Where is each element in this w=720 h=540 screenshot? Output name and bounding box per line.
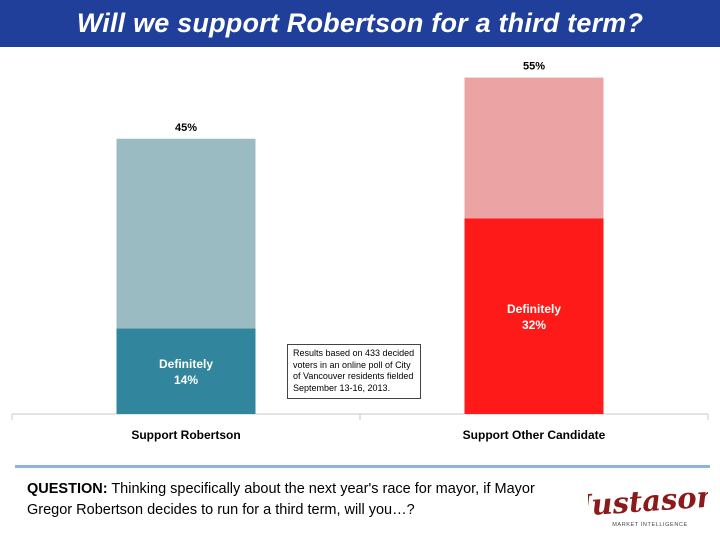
question-line-2: Gregor Robertson decides to run for a th… bbox=[27, 502, 415, 518]
bar-segment bbox=[116, 328, 256, 414]
page-title: Will we support Robertson for a third te… bbox=[76, 8, 644, 38]
question-text: QUESTION: Thinking specifically about th… bbox=[27, 479, 587, 521]
note-line: voters in an online poll of City bbox=[293, 359, 411, 370]
note-line: of Vancouver residents fielded bbox=[293, 371, 414, 381]
bar-segment bbox=[464, 218, 604, 414]
category-label: Support Other Candidate bbox=[463, 428, 606, 442]
total-label: 45% bbox=[175, 122, 197, 134]
note-line: Results based on 433 decided bbox=[293, 348, 415, 358]
segment-value-label: 32% bbox=[522, 318, 546, 332]
segment-label: Definitely bbox=[159, 357, 213, 371]
logo-wordmark: Justason bbox=[588, 479, 708, 523]
justason-logo: Justason MARKET INTELLIGENCE bbox=[588, 479, 708, 528]
bar-segment bbox=[116, 138, 256, 329]
bar-segment bbox=[464, 77, 604, 219]
logo-tagline: MARKET INTELLIGENCE bbox=[612, 522, 687, 528]
footer-divider bbox=[15, 465, 710, 468]
stacked-bar-chart: Definitely 14% 45% Support Robertson Definit… bbox=[11, 61, 709, 442]
segment-value-label: 14% bbox=[174, 373, 198, 387]
title-bar: Will we support Robertson for a third te… bbox=[0, 0, 720, 47]
methodology-note: Results based on 433 decided voters in a… bbox=[287, 344, 421, 399]
total-label: 55% bbox=[523, 61, 545, 73]
bars-group: Definitely 14% 45% Support Robertson Definit… bbox=[116, 61, 606, 442]
note-line: September 13-16, 2013. bbox=[293, 382, 391, 393]
question-lead: QUESTION: bbox=[27, 481, 108, 497]
question-line-1-text: Thinking specifically about the next yea… bbox=[107, 481, 535, 497]
segment-label: Definitely bbox=[507, 302, 561, 316]
question-line-1: QUESTION: Thinking specifically about th… bbox=[27, 479, 587, 500]
category-label: Support Robertson bbox=[131, 428, 240, 442]
